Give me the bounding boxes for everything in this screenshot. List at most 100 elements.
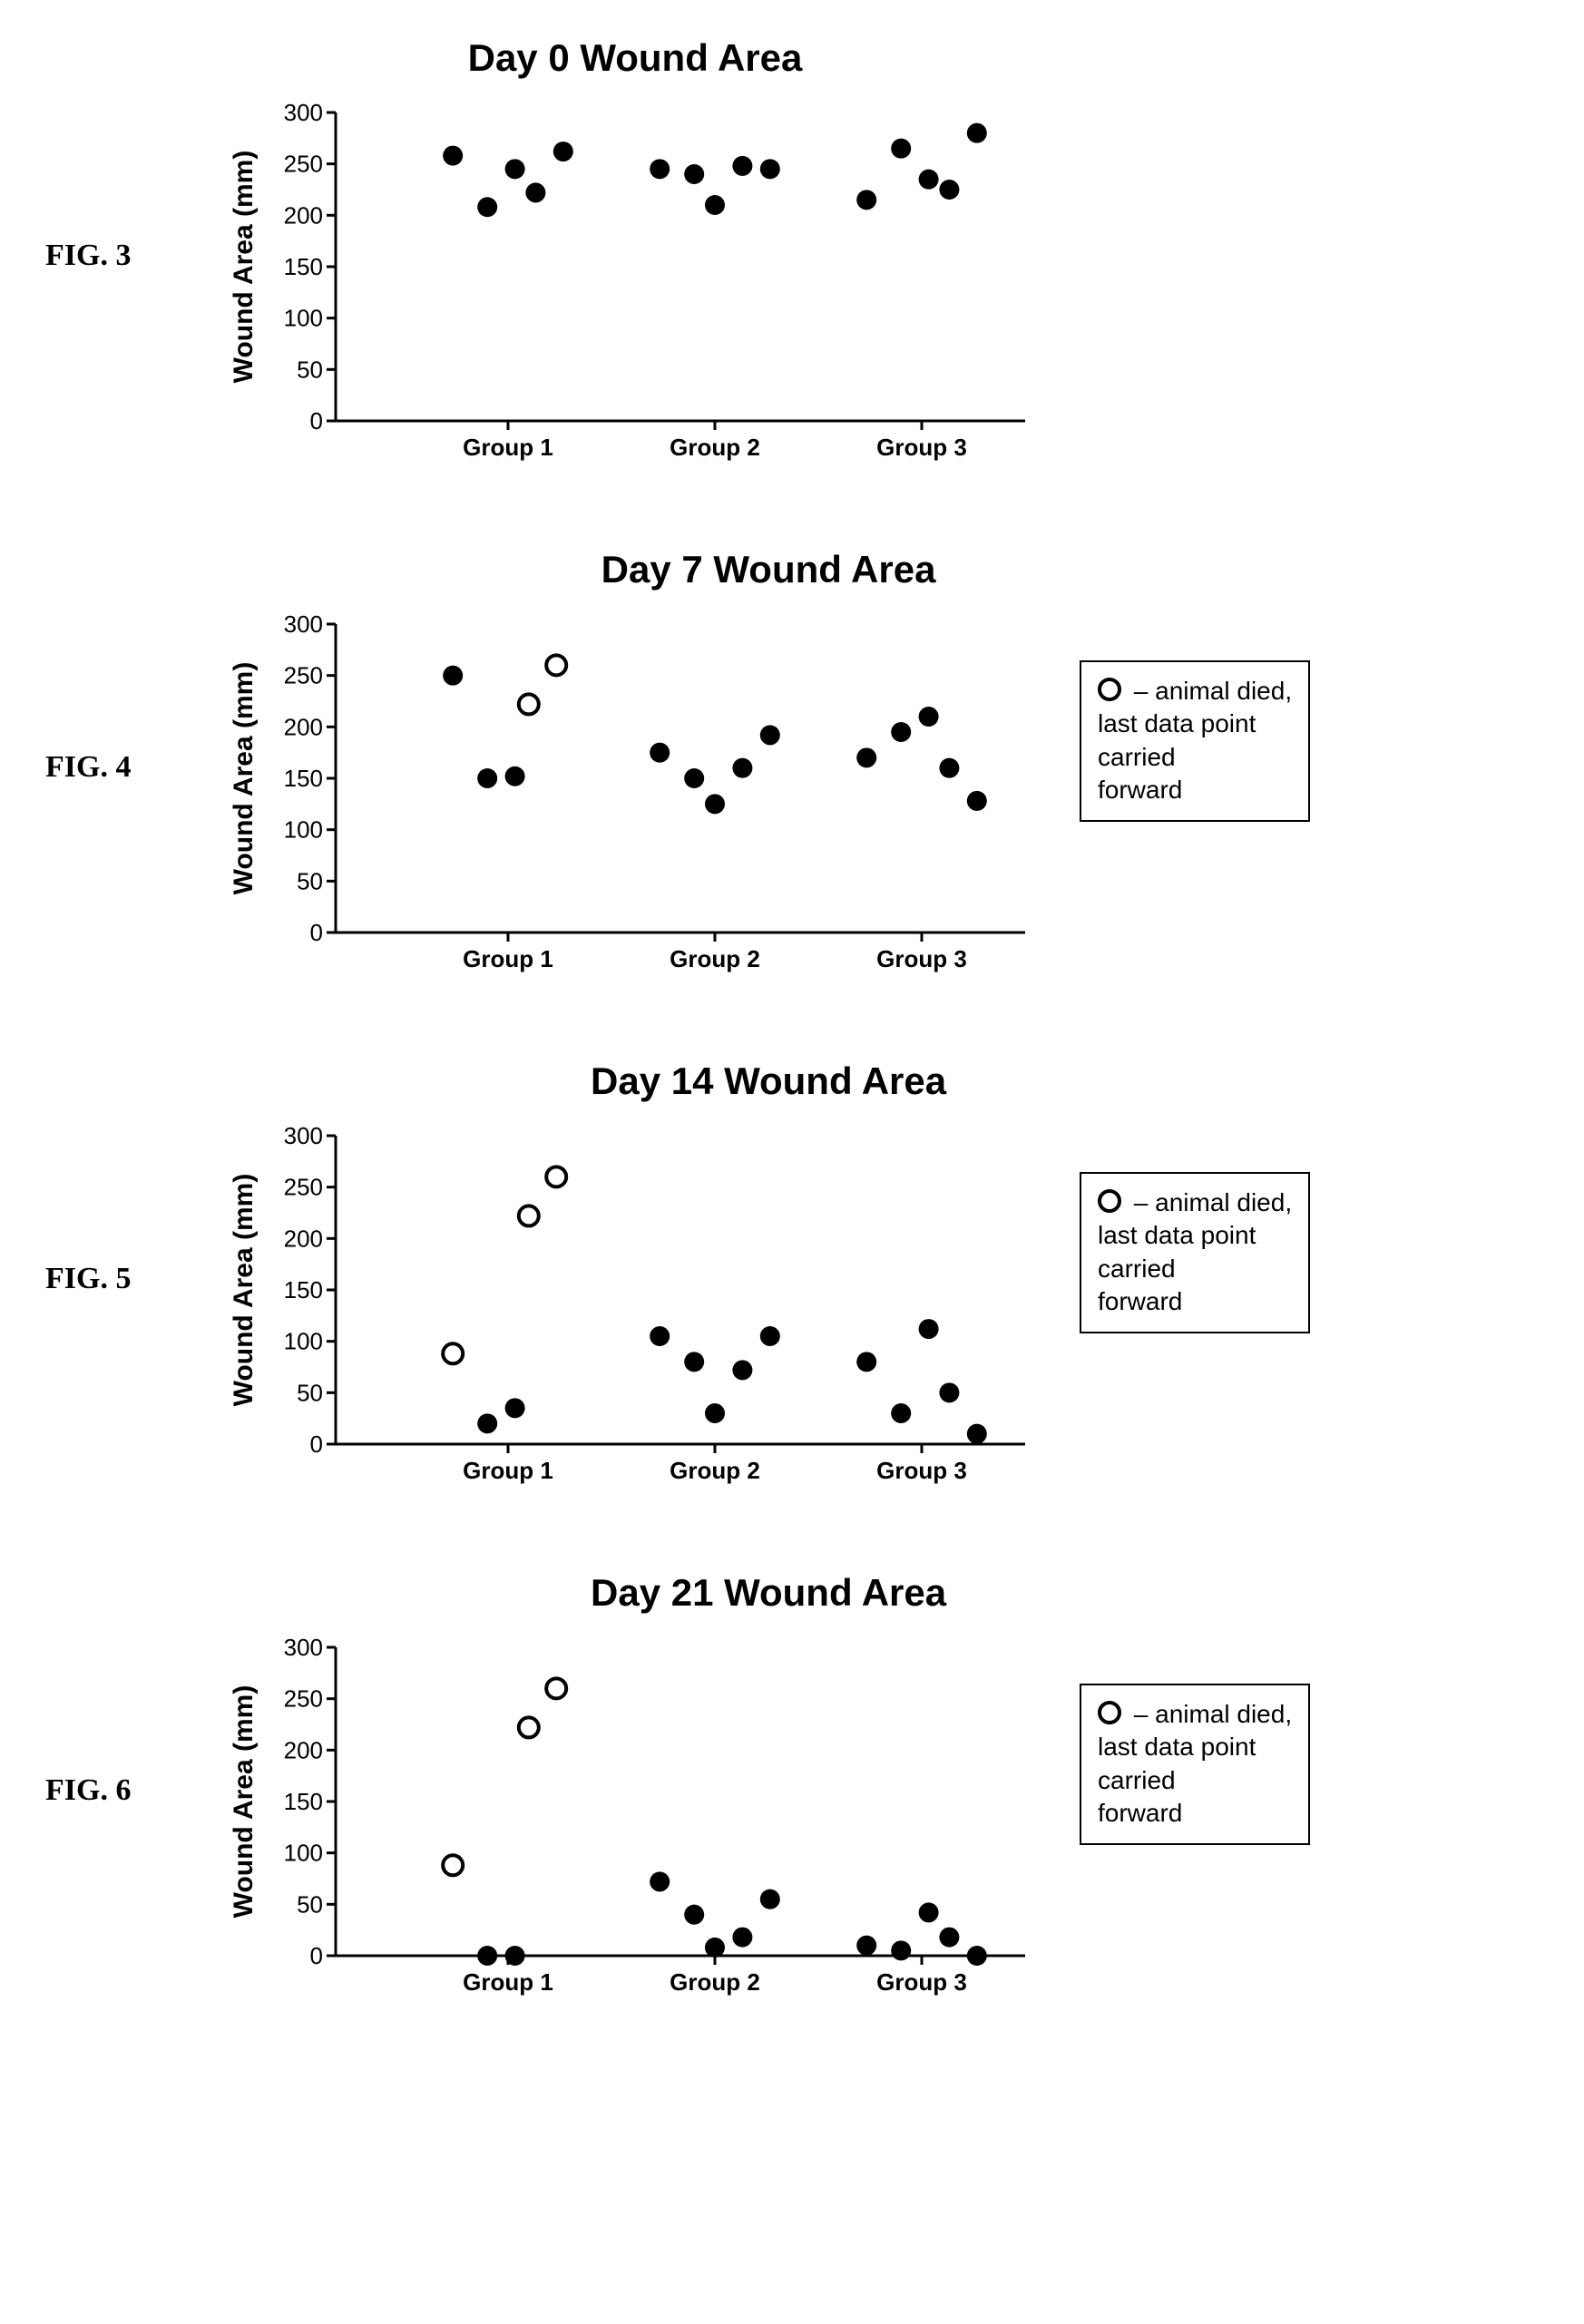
y-tick-label: 50 (297, 356, 323, 383)
figure-row: FIG. 4Day 7 Wound Area050100150200250300… (18, 548, 1584, 987)
x-category-label: Group 1 (463, 1457, 553, 1484)
y-tick-label: 100 (284, 816, 323, 844)
data-point-filled (505, 1398, 525, 1418)
data-point-filled (967, 1946, 987, 1966)
y-tick-label: 50 (297, 1379, 323, 1406)
data-point-filled (919, 1319, 939, 1339)
data-point-filled (856, 747, 876, 767)
y-tick-label: 150 (284, 253, 323, 280)
data-point-filled (684, 1352, 704, 1372)
data-point-filled (856, 190, 876, 210)
y-tick-label: 100 (284, 1328, 323, 1355)
legend-text: forward (1098, 1285, 1292, 1318)
legend-text: last data point (1098, 708, 1292, 740)
x-category-label: Group 1 (463, 1968, 553, 1996)
x-category-label: Group 2 (670, 434, 760, 461)
scatter-chart: 050100150200250300Group 1Group 2Group 3W… (227, 1118, 1043, 1499)
data-point-filled (684, 768, 704, 788)
y-tick-label: 150 (284, 765, 323, 792)
data-point-filled (477, 197, 497, 217)
data-point-filled (650, 159, 670, 179)
data-point-filled (760, 159, 780, 179)
data-point-filled (650, 1326, 670, 1346)
data-point-filled (967, 123, 987, 143)
y-tick-label: 300 (284, 1122, 323, 1149)
chart-and-legend: 050100150200250300Group 1Group 2Group 3W… (227, 94, 1043, 475)
y-tick-label: 150 (284, 1276, 323, 1304)
x-category-label: Group 1 (463, 434, 553, 461)
y-tick-label: 250 (284, 151, 323, 178)
data-point-open (443, 1855, 463, 1875)
data-point-filled (705, 1403, 725, 1423)
figure-row: FIG. 3Day 0 Wound Area050100150200250300… (18, 36, 1584, 475)
figure-label: FIG. 4 (18, 750, 227, 785)
open-circle-icon (1098, 1701, 1121, 1724)
data-point-filled (732, 1360, 752, 1380)
figure-row: FIG. 5Day 14 Wound Area05010015020025030… (18, 1059, 1584, 1499)
data-point-filled (732, 156, 752, 176)
y-tick-label: 300 (284, 1634, 323, 1661)
data-point-filled (732, 1928, 752, 1948)
data-point-filled (477, 1413, 497, 1433)
data-point-open (443, 1343, 463, 1363)
chart-wrap: Day 14 Wound Area050100150200250300Group… (227, 1059, 1310, 1499)
data-point-open (546, 1167, 566, 1186)
chart-and-legend: 050100150200250300Group 1Group 2Group 3W… (227, 606, 1310, 987)
data-point-open (519, 694, 539, 714)
legend-text: carried (1098, 1253, 1292, 1285)
figure-label: FIG. 6 (18, 1773, 227, 1808)
y-tick-label: 0 (310, 407, 323, 435)
x-category-label: Group 1 (463, 945, 553, 972)
open-circle-icon (1098, 678, 1121, 701)
chart-wrap: Day 7 Wound Area050100150200250300Group … (227, 548, 1310, 987)
x-category-label: Group 2 (670, 945, 760, 972)
data-point-filled (553, 142, 573, 161)
chart-title: Day 21 Wound Area (227, 1571, 1310, 1615)
data-point-filled (891, 1940, 911, 1960)
figure-page: FIG. 3Day 0 Wound Area050100150200250300… (18, 36, 1584, 2010)
figure-label: FIG. 5 (18, 1262, 227, 1296)
legend-text: carried (1098, 1764, 1292, 1797)
data-point-filled (505, 1946, 525, 1966)
y-tick-label: 200 (284, 1736, 323, 1763)
y-tick-label: 200 (284, 713, 323, 740)
legend-text: – animal died, (1127, 1188, 1292, 1216)
y-tick-label: 250 (284, 1685, 323, 1713)
data-point-filled (856, 1936, 876, 1956)
y-tick-label: 0 (310, 1942, 323, 1969)
legend-text: last data point (1098, 1219, 1292, 1252)
y-axis-label: Wound Area (mm) (229, 1174, 259, 1407)
legend-text: – animal died, (1127, 677, 1292, 705)
data-point-filled (705, 195, 725, 215)
scatter-chart: 050100150200250300Group 1Group 2Group 3W… (227, 1629, 1043, 2010)
data-point-filled (891, 139, 911, 159)
data-point-filled (705, 1938, 725, 1958)
y-tick-label: 300 (284, 610, 323, 638)
chart-title: Day 7 Wound Area (227, 548, 1310, 591)
legend-text: forward (1098, 774, 1292, 806)
legend-box: – animal died,last data pointcarriedforw… (1080, 660, 1310, 822)
legend-text: – animal died, (1127, 1700, 1292, 1728)
legend-box: – animal died,last data pointcarriedforw… (1080, 1684, 1310, 1845)
data-point-filled (443, 146, 463, 166)
y-tick-label: 200 (284, 1225, 323, 1252)
data-point-filled (939, 180, 959, 200)
data-point-filled (705, 794, 725, 814)
data-point-filled (684, 164, 704, 184)
data-point-filled (684, 1905, 704, 1925)
data-point-filled (856, 1352, 876, 1372)
data-point-filled (967, 791, 987, 811)
data-point-filled (505, 767, 525, 786)
data-point-open (519, 1206, 539, 1225)
data-point-filled (760, 725, 780, 745)
y-tick-label: 300 (284, 99, 323, 126)
data-point-filled (919, 170, 939, 190)
data-point-filled (967, 1424, 987, 1444)
y-tick-label: 150 (284, 1788, 323, 1815)
chart-and-legend: 050100150200250300Group 1Group 2Group 3W… (227, 1629, 1310, 2010)
data-point-open (519, 1717, 539, 1737)
data-point-filled (939, 1382, 959, 1402)
x-category-label: Group 2 (670, 1457, 760, 1484)
chart-and-legend: 050100150200250300Group 1Group 2Group 3W… (227, 1118, 1310, 1499)
figure-label: FIG. 3 (18, 239, 227, 273)
